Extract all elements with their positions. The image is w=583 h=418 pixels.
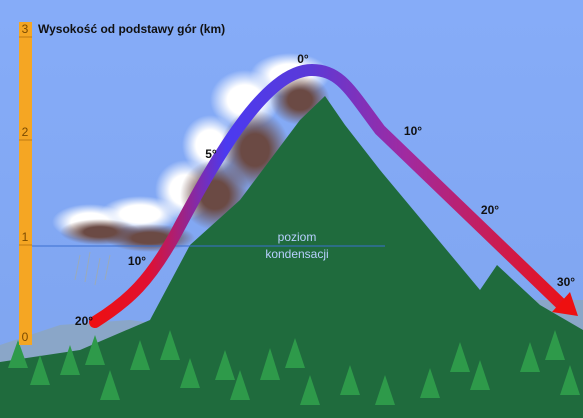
condensation-label: poziom bbox=[278, 230, 317, 244]
scale-label: 1 bbox=[22, 230, 29, 244]
height-scale bbox=[19, 22, 32, 345]
condensation-label: kondensacji bbox=[265, 247, 328, 261]
rain bbox=[74, 251, 111, 286]
scale-label: 0 bbox=[22, 330, 29, 344]
temperature: 10° bbox=[404, 124, 422, 138]
scale-label: 2 bbox=[22, 125, 29, 139]
scale-title: Wysokość od podstawy gór (km) bbox=[38, 22, 225, 36]
temperature: 30° bbox=[557, 275, 575, 289]
trees bbox=[8, 330, 580, 405]
temperature: 20° bbox=[75, 314, 93, 328]
mountain bbox=[0, 96, 583, 418]
temperature: 10° bbox=[128, 254, 146, 268]
temperature: 0° bbox=[297, 52, 309, 66]
scale-label: 3 bbox=[22, 22, 29, 36]
scale-ticks bbox=[19, 36, 32, 246]
air-flow-arrow bbox=[89, 63, 568, 328]
temperature: 20° bbox=[481, 203, 499, 217]
temperature: 5° bbox=[205, 147, 217, 161]
arrow-head bbox=[552, 292, 578, 316]
